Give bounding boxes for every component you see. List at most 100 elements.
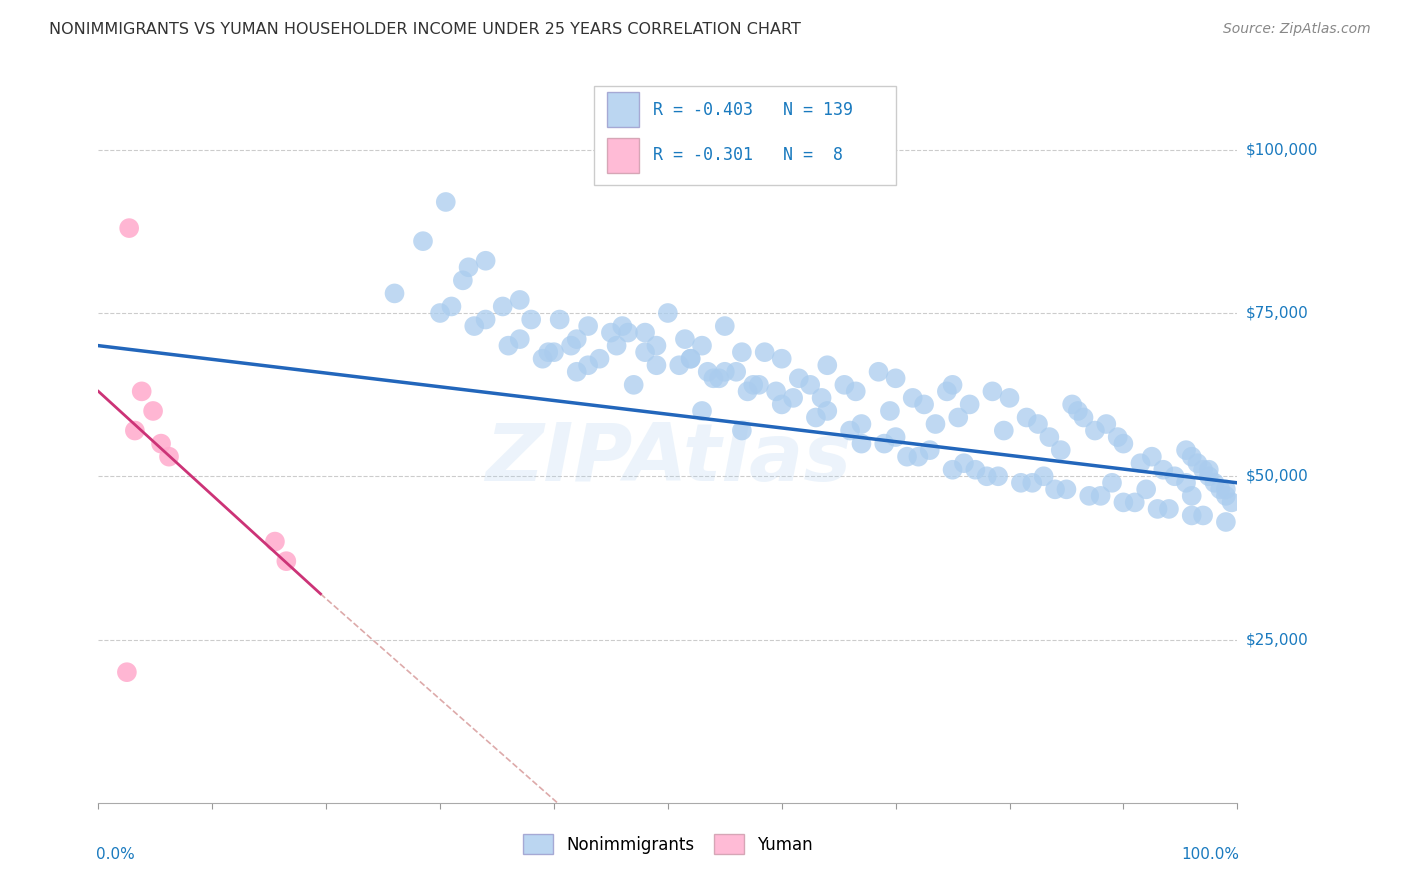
Point (1204, 475, 1226, 490)
Point (1192, 463, 1215, 477)
Point (1215, 483, 1237, 497)
Point (1084, 424, 1107, 438)
Text: R = -0.301   N =  8: R = -0.301 N = 8 (652, 146, 844, 164)
Text: $50,000: $50,000 (1246, 469, 1309, 483)
Point (565, 332, 588, 346)
FancyBboxPatch shape (593, 86, 896, 185)
Point (1015, 410, 1038, 425)
Point (634, 326, 657, 340)
Point (884, 371, 907, 385)
Point (1129, 456, 1152, 470)
Point (679, 351, 702, 366)
Point (935, 384, 957, 399)
Point (1112, 436, 1135, 450)
Point (782, 391, 804, 405)
Point (679, 351, 702, 366)
Point (1049, 443, 1071, 458)
Point (737, 384, 759, 399)
Point (690, 404, 713, 418)
Point (1010, 475, 1032, 490)
Point (918, 443, 941, 458)
Point (509, 332, 531, 346)
Point (657, 306, 679, 320)
Point (1181, 450, 1204, 464)
Point (959, 397, 981, 411)
Point (714, 319, 737, 334)
Point (634, 345, 657, 359)
Point (560, 338, 582, 352)
Text: $25,000: $25,000 (1246, 632, 1309, 647)
Point (702, 371, 724, 385)
Point (150, 436, 173, 450)
Point (1123, 495, 1146, 509)
Point (1187, 456, 1209, 470)
Point (1032, 469, 1054, 483)
Text: $100,000: $100,000 (1246, 142, 1317, 157)
Point (429, 306, 451, 320)
Text: Source: ZipAtlas.com: Source: ZipAtlas.com (1223, 22, 1371, 37)
Bar (607, 137, 640, 173)
Point (1198, 469, 1220, 483)
Point (457, 260, 479, 275)
Point (810, 391, 832, 405)
Point (765, 384, 787, 399)
Point (623, 377, 645, 392)
Point (1073, 410, 1095, 425)
Point (118, 221, 141, 235)
Point (1146, 502, 1168, 516)
Text: R = -0.403   N = 139: R = -0.403 N = 139 (652, 101, 853, 119)
Point (1175, 475, 1198, 490)
Point (131, 384, 153, 399)
Point (1107, 430, 1129, 444)
Point (1192, 508, 1215, 523)
Point (896, 450, 918, 464)
Point (1157, 502, 1180, 516)
Point (576, 358, 599, 372)
Point (492, 300, 515, 314)
Point (565, 365, 588, 379)
Point (588, 351, 610, 366)
Point (1215, 515, 1237, 529)
Point (714, 365, 737, 379)
Point (276, 554, 298, 568)
Point (645, 358, 668, 372)
Point (1135, 483, 1157, 497)
Point (845, 384, 868, 399)
Point (993, 424, 1015, 438)
Point (142, 404, 165, 418)
Point (948, 410, 970, 425)
Point (879, 404, 901, 418)
Point (1026, 417, 1049, 431)
Point (264, 534, 287, 549)
Point (981, 384, 1004, 399)
Point (1078, 489, 1101, 503)
Point (873, 436, 896, 450)
Point (434, 194, 457, 209)
Point (1163, 469, 1185, 483)
Point (1198, 463, 1220, 477)
Point (851, 436, 873, 450)
Point (474, 312, 496, 326)
Point (1067, 404, 1090, 418)
Point (543, 345, 565, 359)
Point (976, 469, 998, 483)
Point (1090, 489, 1112, 503)
Point (509, 293, 531, 307)
Text: 0.0%: 0.0% (96, 847, 135, 862)
Point (924, 417, 946, 431)
Point (1152, 463, 1174, 477)
Point (548, 312, 571, 326)
Point (1101, 475, 1123, 490)
Point (998, 391, 1021, 405)
Point (1220, 495, 1243, 509)
Point (834, 377, 856, 392)
Point (787, 371, 810, 385)
Point (901, 391, 924, 405)
Point (748, 377, 770, 392)
Point (912, 397, 935, 411)
Point (537, 345, 560, 359)
Point (804, 410, 827, 425)
Text: 100.0%: 100.0% (1181, 847, 1240, 862)
Point (1095, 417, 1118, 431)
Point (770, 351, 793, 366)
